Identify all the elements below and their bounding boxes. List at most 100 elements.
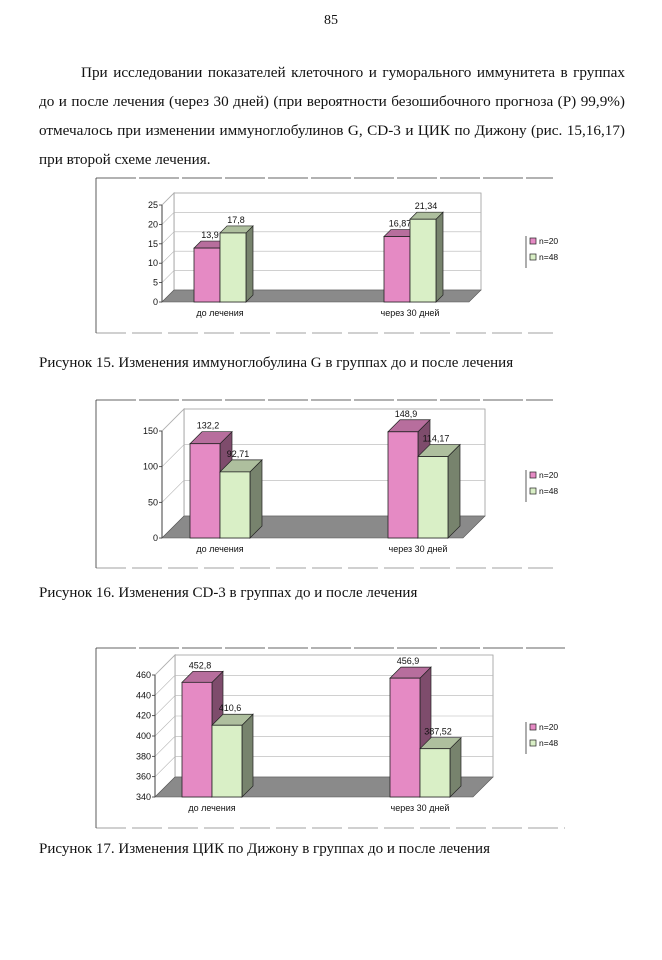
bar-side	[435, 211, 444, 303]
bar-top	[193, 240, 228, 249]
data-label: 16,87	[389, 219, 412, 229]
category-label: до лечения	[196, 308, 243, 318]
bar-side	[409, 228, 418, 303]
y-tick-label: 25	[148, 200, 158, 210]
bar-top	[389, 666, 432, 679]
bar-n48	[219, 232, 247, 303]
y-tick-label: 460	[136, 670, 151, 680]
category-label: через 30 дней	[391, 803, 450, 813]
legend-label: n=20	[539, 722, 558, 732]
legend-swatch	[529, 739, 537, 747]
chart-back-wall	[174, 654, 494, 778]
bar-n20	[389, 677, 421, 798]
bar-n48	[409, 218, 437, 303]
chart-side-wall	[161, 408, 185, 539]
figure-16-caption: Рисунок 16. Изменения CD-3 в группах до …	[39, 585, 418, 601]
legend-swatch	[529, 253, 537, 261]
bar-n48	[219, 471, 251, 539]
legend-label: n=48	[539, 486, 558, 496]
bar-top	[219, 225, 254, 234]
gridline	[154, 654, 493, 676]
data-label: 92,71	[227, 449, 250, 459]
bar-side	[249, 459, 263, 539]
bar-side	[419, 666, 432, 798]
chart-side-wall	[161, 192, 175, 303]
legend-label: n=20	[539, 236, 558, 246]
gridline	[161, 250, 481, 264]
y-tick-label: 10	[148, 258, 158, 268]
data-label: 456,9	[397, 656, 420, 666]
gridline	[161, 480, 485, 503]
y-tick-label: 380	[136, 751, 151, 761]
bar-top	[387, 419, 431, 433]
bar-top	[189, 431, 233, 445]
gridline	[161, 408, 485, 432]
bar-side	[449, 736, 462, 798]
gridline	[161, 289, 481, 303]
bar-side	[211, 670, 224, 798]
bar-n48	[419, 748, 451, 798]
chart-back-wall	[183, 408, 486, 517]
chart-back-wall	[173, 192, 482, 291]
y-tick-label: 0	[153, 533, 158, 543]
category-label: через 30 дней	[381, 308, 440, 318]
bar-top	[181, 670, 224, 683]
data-label: 17,8	[227, 215, 245, 225]
gridline	[154, 675, 493, 696]
bar-n20	[181, 681, 213, 798]
y-tick-label: 420	[136, 711, 151, 721]
gridline	[161, 212, 481, 225]
data-label: 452,8	[189, 660, 212, 670]
body-paragraph: При исследовании показателей клеточного …	[39, 64, 625, 168]
legend-swatch	[529, 723, 537, 731]
gridline	[154, 715, 493, 737]
y-tick-label: 50	[148, 497, 158, 507]
category-label: до лечения	[188, 803, 235, 813]
bar-n20	[383, 236, 411, 303]
bar-top	[383, 229, 418, 237]
y-tick-label: 400	[136, 731, 151, 741]
chart-side-wall	[154, 654, 176, 798]
y-tick-label: 20	[148, 219, 158, 229]
legend-swatch	[529, 471, 537, 479]
chart-floor	[154, 776, 494, 798]
bar-top	[409, 211, 444, 220]
bar-top	[219, 459, 263, 473]
bar-top	[417, 444, 461, 457]
y-tick-label: 100	[143, 462, 158, 472]
bar-side	[241, 713, 254, 798]
legend-label: n=48	[539, 738, 558, 748]
figure-15-caption: Рисунок 15. Изменения иммуноглобулина G …	[39, 355, 514, 371]
legend-swatch	[529, 237, 537, 245]
data-label: 148,9	[395, 409, 418, 419]
data-label: 13,9	[201, 230, 219, 240]
gridline	[154, 776, 493, 798]
bar-side	[447, 443, 461, 539]
bar-n48	[417, 456, 449, 539]
category-label: до лечения	[196, 544, 243, 554]
figure-17-caption: Рисунок 17. Изменения ЦИК по Дижону в гр…	[39, 841, 490, 857]
gridline	[161, 192, 481, 206]
data-label: 410,6	[219, 703, 242, 713]
page-number: 85	[324, 13, 338, 28]
y-tick-label: 15	[148, 239, 158, 249]
bar-side	[245, 225, 254, 303]
y-tick-label: 340	[136, 792, 151, 802]
category-label: через 30 дней	[389, 544, 448, 554]
gridline	[161, 231, 481, 245]
data-label: 114,17	[423, 434, 450, 444]
data-label: 21,34	[415, 201, 438, 211]
legend-swatch	[529, 487, 537, 495]
gridline	[154, 695, 493, 716]
bar-n20	[387, 431, 419, 539]
y-tick-label: 0	[153, 297, 158, 307]
gridline	[154, 736, 493, 757]
legend-label: n=48	[539, 252, 558, 262]
gridline	[161, 515, 485, 539]
gridline	[161, 270, 481, 283]
bar-top	[211, 713, 254, 726]
bar-top	[419, 737, 462, 750]
bar-side	[219, 240, 228, 303]
y-tick-label: 440	[136, 690, 151, 700]
bar-side	[219, 430, 233, 539]
